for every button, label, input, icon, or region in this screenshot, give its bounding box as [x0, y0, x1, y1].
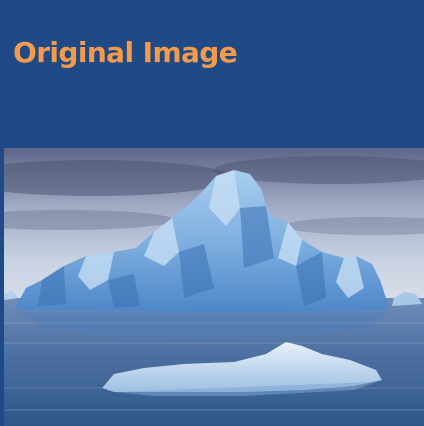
- iceberg-photo: [4, 148, 424, 426]
- iceberg-illustration: [4, 148, 424, 426]
- slide-title: Original Image: [13, 36, 238, 69]
